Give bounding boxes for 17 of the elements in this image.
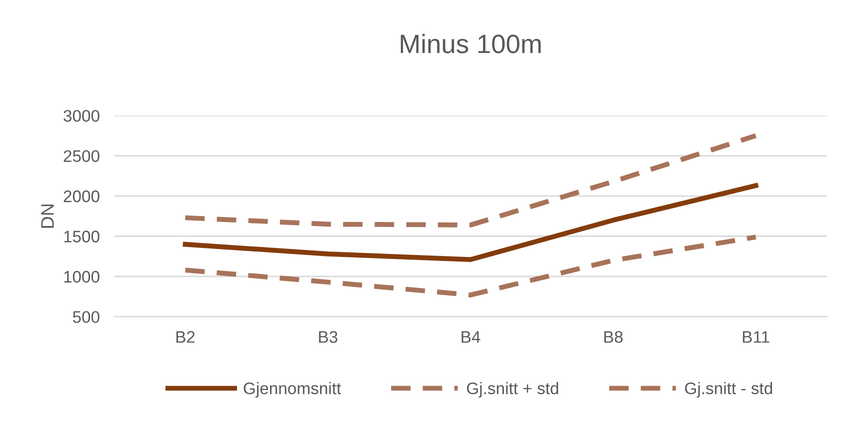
x-tick-label: B8	[604, 331, 623, 343]
y-tick-label: 500	[72, 311, 100, 323]
x-tick-label: B4	[462, 331, 480, 343]
y-tick-label: 2000	[64, 190, 100, 202]
chart-title: Minus 100m	[400, 34, 541, 54]
legend-label: Gj.snitt - std	[685, 382, 772, 398]
y-tick-label: 1500	[64, 230, 100, 242]
y-tick-label: 2500	[64, 150, 100, 162]
x-tick-label: B3	[319, 331, 338, 343]
y-tick-label: 1000	[64, 270, 100, 283]
legend-label: Gj.snitt + std	[466, 382, 558, 398]
legend-label: Gjennomsnitt	[244, 382, 342, 398]
y-axis-title: DN	[41, 204, 54, 228]
x-tick-label: B11	[742, 331, 770, 343]
x-tick-label: B2	[176, 331, 195, 343]
y-tick-label: 3000	[64, 110, 100, 122]
line-series	[182, 183, 758, 262]
